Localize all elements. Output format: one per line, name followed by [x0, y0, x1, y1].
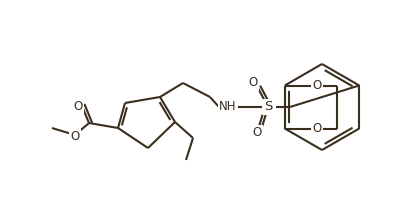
Text: O: O [312, 122, 321, 135]
Text: O: O [73, 100, 83, 113]
Text: O: O [71, 130, 80, 143]
Text: NH: NH [219, 100, 237, 113]
Text: O: O [252, 127, 261, 140]
Text: O: O [312, 79, 321, 92]
Text: O: O [248, 76, 258, 89]
Text: S: S [264, 100, 272, 113]
